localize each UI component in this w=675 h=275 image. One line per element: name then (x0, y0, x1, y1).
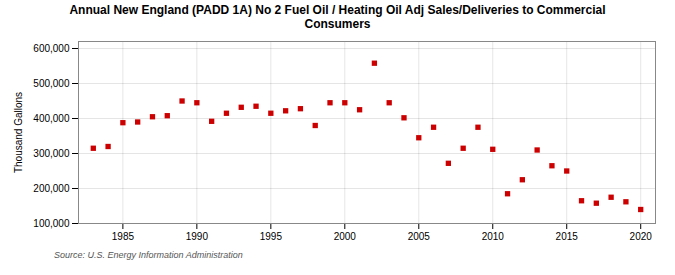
html-text:Consumers: Consumers (304, 17, 371, 31)
svg-text:1990: 1990 (186, 231, 209, 242)
svg-text:2015: 2015 (556, 231, 579, 242)
svg-text:1985: 1985 (112, 231, 135, 242)
svg-text:1995: 1995 (260, 231, 283, 242)
svg-text:400,000: 400,000 (33, 113, 70, 124)
svg-text:500,000: 500,000 (33, 78, 70, 89)
html-text:Annual New England (PADD 1A) N: Annual New England (PADD 1A) No 2 Fuel O… (69, 3, 606, 17)
svg-text:200,000: 200,000 (33, 183, 70, 194)
svg-text:Thousand Gallons: Thousand Gallons (13, 92, 24, 173)
svg-text:100,000: 100,000 (33, 218, 70, 229)
svg-text:2020: 2020 (630, 231, 653, 242)
svg-text:2010: 2010 (482, 231, 505, 242)
html-text:Source: U.S. Energy Informatio: Source: U.S. Energy Information Administ… (54, 250, 243, 260)
svg-text:600,000: 600,000 (33, 43, 70, 54)
svg-text:2000: 2000 (334, 231, 357, 242)
svg-text:300,000: 300,000 (33, 148, 70, 159)
svg-text:2005: 2005 (408, 231, 431, 242)
